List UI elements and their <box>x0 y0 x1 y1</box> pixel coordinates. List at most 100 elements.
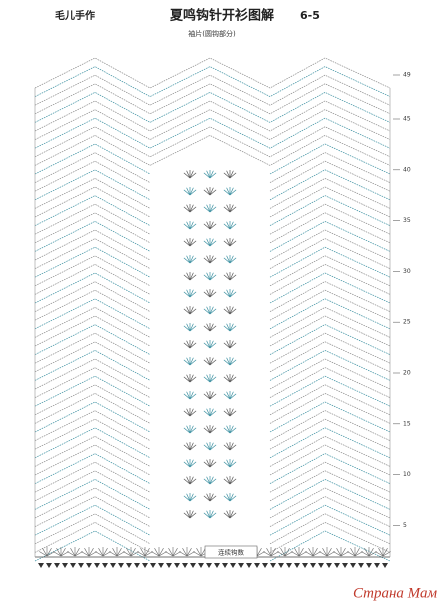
fan-stitch <box>189 306 194 315</box>
base-stitch <box>158 551 167 557</box>
stitch-row <box>34 470 151 502</box>
fan-stitch <box>226 425 231 434</box>
base-stitch <box>46 551 55 557</box>
base-symbol <box>334 563 340 568</box>
fan-stitch <box>229 308 237 315</box>
fan-stitch <box>203 512 211 519</box>
base-stitch <box>312 551 321 557</box>
base-stitch <box>266 548 272 557</box>
stitch-row <box>34 453 151 484</box>
fan-stitch <box>209 359 217 366</box>
base-symbol <box>126 563 132 568</box>
fan-stitch <box>226 255 231 264</box>
base-stitch <box>116 548 122 557</box>
stitch-row <box>269 479 391 510</box>
fan-stitch <box>189 357 194 366</box>
fan-stitch <box>223 206 231 213</box>
base-stitch <box>336 548 342 557</box>
fan-stitch <box>209 240 217 247</box>
base-stitch <box>378 548 384 557</box>
fan-stitch <box>186 272 191 281</box>
row-label: 30 <box>403 268 411 275</box>
stitch-row <box>269 195 391 226</box>
fan-stitch <box>189 325 197 332</box>
fan-stitch <box>203 189 211 196</box>
fan-stitch <box>223 427 231 434</box>
base-stitch <box>340 551 349 557</box>
fan-stitch <box>223 444 231 451</box>
base-stitch <box>280 548 286 557</box>
base-stitch <box>137 551 146 557</box>
stitch-row <box>34 126 391 158</box>
base-symbol <box>118 563 124 568</box>
fan-stitch <box>183 461 191 468</box>
stitch-row <box>34 272 151 304</box>
fan-stitch <box>229 461 237 468</box>
base-stitch <box>88 551 97 557</box>
fan-stitch <box>229 255 234 264</box>
stitch-row <box>34 444 151 476</box>
fan-stitch <box>189 240 197 247</box>
fan-stitch <box>209 427 217 434</box>
fan-stitch <box>229 376 237 383</box>
stitch-row <box>34 530 151 562</box>
fan-stitch <box>186 442 191 451</box>
base-stitch <box>382 548 388 557</box>
watermark: Страна Мам <box>353 585 438 601</box>
stitch-row <box>269 410 391 441</box>
fan-stitch <box>209 289 214 298</box>
stitch-row <box>34 418 151 450</box>
fan-stitch <box>183 444 191 451</box>
fan-stitch <box>183 325 191 332</box>
fan-stitch <box>189 204 194 213</box>
fan-stitch <box>226 493 231 502</box>
fan-stitch <box>203 342 211 349</box>
base-symbol <box>382 563 388 568</box>
stitch-row <box>34 461 151 493</box>
stitch-row <box>34 178 151 209</box>
fan-stitch <box>209 408 214 417</box>
fan-stitch <box>209 459 214 468</box>
fan-stitch <box>189 189 197 196</box>
stitch-row <box>269 444 391 476</box>
fan-stitch <box>189 340 194 349</box>
fan-stitch <box>226 476 231 485</box>
base-stitch <box>322 548 328 557</box>
base-stitch <box>364 548 370 557</box>
fan-stitch <box>206 357 211 366</box>
fan-stitch <box>189 291 197 298</box>
base-stitch <box>56 548 62 557</box>
stitch-row <box>269 530 391 562</box>
fan-stitch <box>223 342 231 349</box>
stitch-row <box>269 298 391 330</box>
fan-stitch <box>189 478 197 485</box>
base-symbol <box>222 563 228 568</box>
fan-stitch <box>229 289 234 298</box>
fan-stitch <box>209 255 214 264</box>
base-stitch <box>193 551 202 557</box>
stitch-row <box>34 152 151 183</box>
fan-stitch <box>223 410 231 417</box>
fan-stitch <box>229 323 234 332</box>
base-symbol <box>38 563 44 568</box>
fan-stitch <box>209 342 217 349</box>
fan-stitch <box>189 255 194 264</box>
stitch-row <box>269 324 391 355</box>
stitch-row <box>34 229 151 261</box>
base-symbol <box>214 563 220 568</box>
fan-stitch <box>229 512 237 519</box>
stitch-row <box>269 272 391 304</box>
fan-stitch <box>229 476 234 485</box>
fan-stitch <box>229 204 234 213</box>
fan-stitch <box>229 187 234 196</box>
base-symbol <box>302 563 308 568</box>
brand: 毛儿手作 <box>55 9 95 22</box>
stitch-row <box>269 367 391 398</box>
base-symbol <box>318 563 324 568</box>
stitch-row <box>34 195 151 226</box>
fan-stitch <box>229 374 234 383</box>
fan-stitch <box>183 308 191 315</box>
base-stitch <box>168 548 174 557</box>
fan-stitch <box>209 512 217 519</box>
fan-stitch <box>189 376 197 383</box>
